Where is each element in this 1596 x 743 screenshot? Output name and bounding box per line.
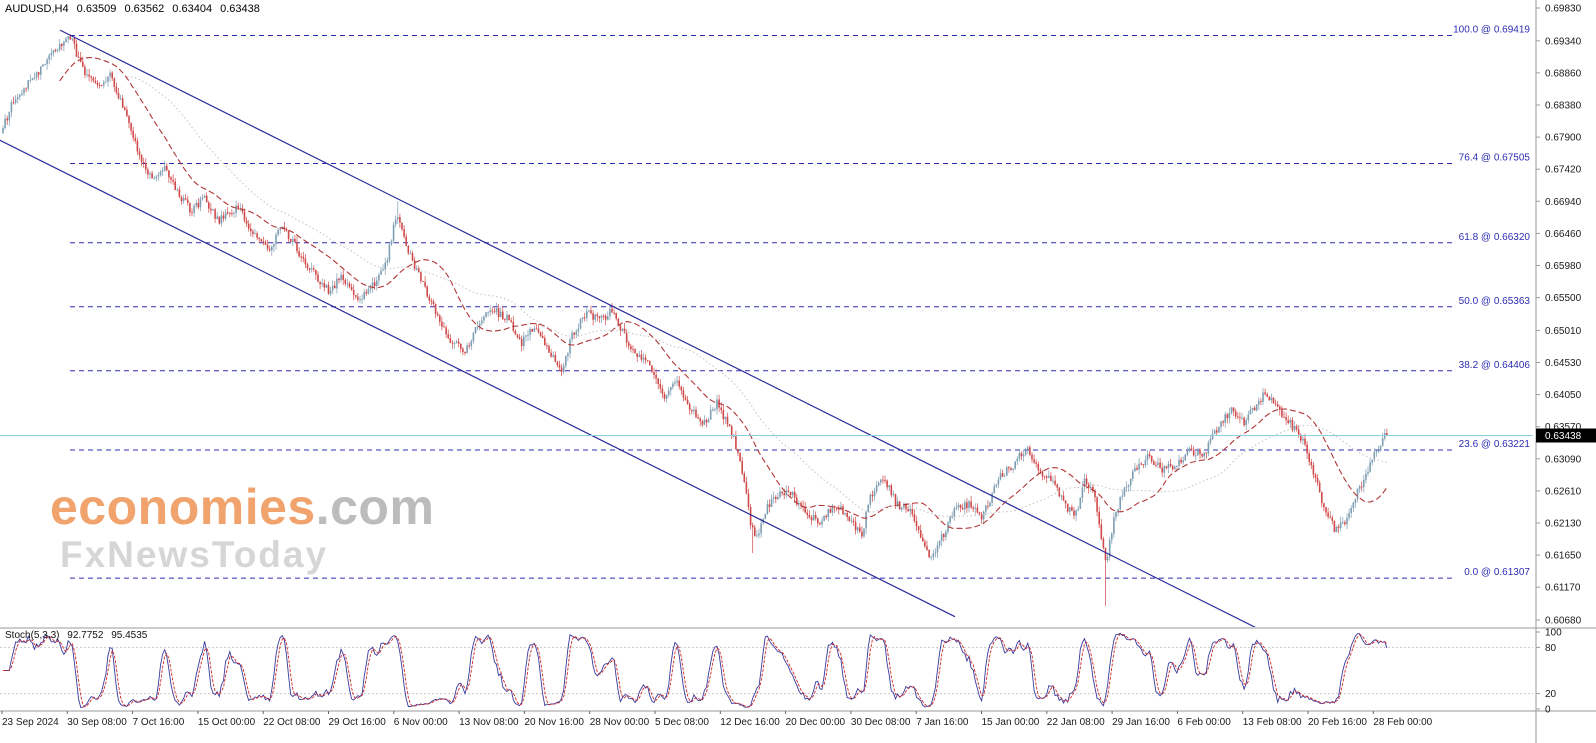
watermark-brand: economies [50,479,316,535]
fib-label: 76.4 @ 0.67505 [1459,153,1531,164]
svg-text:30 Dec 08:00: 30 Dec 08:00 [851,717,911,728]
symbol-period-label: AUDUSD,H4 [5,3,69,15]
svg-text:0.64530: 0.64530 [1545,358,1582,369]
svg-text:7 Oct 16:00: 7 Oct 16:00 [133,717,185,728]
svg-text:0.63570: 0.63570 [1545,422,1582,433]
low-value: 0.63404 [172,3,213,15]
main-plot[interactable] [0,29,1533,631]
stoch-plot[interactable] [0,632,1533,708]
svg-text:23 Sep 2024: 23 Sep 2024 [2,717,59,728]
svg-text:20 Nov 16:00: 20 Nov 16:00 [524,717,584,728]
close-value: 0.63438 [220,3,260,15]
svg-text:0.66940: 0.66940 [1545,197,1582,208]
svg-text:100: 100 [1545,628,1562,639]
svg-text:0: 0 [1545,705,1551,716]
svg-text:13 Feb 08:00: 13 Feb 08:00 [1243,717,1302,728]
candles [2,34,1388,606]
svg-text:5 Dec 08:00: 5 Dec 08:00 [655,717,709,728]
current-price-badge-text: 0.63438 [1545,431,1582,442]
fib-label: 50.0 @ 0.65363 [1459,296,1531,307]
channel-upper-line [59,29,1256,627]
svg-text:0.62610: 0.62610 [1545,486,1582,497]
svg-text:0.64050: 0.64050 [1545,390,1582,401]
svg-text:6 Feb 00:00: 6 Feb 00:00 [1177,717,1231,728]
svg-text:80: 80 [1545,643,1557,654]
svg-text:0.60680: 0.60680 [1545,616,1582,627]
svg-text:0.68860: 0.68860 [1545,68,1582,79]
ma-line [126,76,1388,517]
stoch-main-line [3,632,1388,708]
watermark-brand-line: economies.com [50,482,434,532]
svg-text:0.66460: 0.66460 [1545,229,1582,240]
svg-text:0.62130: 0.62130 [1545,519,1582,530]
ma-line [59,57,1388,530]
svg-text:0.69830: 0.69830 [1545,4,1582,15]
svg-text:0.61170: 0.61170 [1545,583,1581,594]
stoch-name: Stoch(5,3,3) [5,630,60,641]
current-price-badge [1536,428,1596,443]
svg-text:20 Feb 16:00: 20 Feb 16:00 [1308,717,1367,728]
watermark: economies.com FxNewsToday [50,482,434,573]
channel-lower-line [0,139,956,618]
svg-text:12 Dec 16:00: 12 Dec 16:00 [720,717,780,728]
svg-text:0.63090: 0.63090 [1545,454,1582,465]
fib-label: 23.6 @ 0.63221 [1459,439,1531,450]
svg-text:0.69340: 0.69340 [1545,36,1582,47]
watermark-subbrand: FxNewsToday [60,534,329,575]
stoch-axis: 100 80 20 0 [1536,628,1562,716]
fib-label: 61.8 @ 0.66320 [1459,232,1531,243]
svg-text:28 Nov 00:00: 28 Nov 00:00 [590,717,650,728]
svg-text:15 Oct 00:00: 15 Oct 00:00 [198,717,256,728]
svg-text:22 Jan 08:00: 22 Jan 08:00 [1047,717,1105,728]
stoch-signal-line [3,633,1388,708]
svg-text:13 Nov 08:00: 13 Nov 08:00 [459,717,519,728]
svg-text:29 Jan 16:00: 29 Jan 16:00 [1112,717,1170,728]
svg-text:15 Jan 00:00: 15 Jan 00:00 [982,717,1040,728]
svg-text:0.67900: 0.67900 [1545,133,1582,144]
watermark-brand-suffix: .com [315,479,435,535]
stoch-main-value: 92.7752 [67,630,104,641]
svg-text:0.65010: 0.65010 [1545,326,1582,337]
svg-text:0.61650: 0.61650 [1545,551,1582,562]
svg-text:0.65500: 0.65500 [1545,293,1582,304]
fib-label: 100.0 @ 0.69419 [1453,25,1530,36]
svg-text:0.65980: 0.65980 [1545,261,1582,272]
open-value: 0.63509 [76,3,117,15]
svg-text:6 Nov 00:00: 6 Nov 00:00 [394,717,448,728]
chart-title: AUDUSD,H4 0.63509 0.63562 0.63404 0.6343… [5,3,260,15]
stoch-signal-value: 95.4535 [111,630,148,641]
svg-text:20: 20 [1545,689,1557,700]
svg-text:0.67420: 0.67420 [1545,165,1582,176]
time-axis[interactable]: 23 Sep 2024 30 Sep 08:00 7 Oct 16:00 15 Oct… [1,711,1433,728]
svg-text:22 Oct 08:00: 22 Oct 08:00 [263,717,321,728]
svg-text:28 Feb 00:00: 28 Feb 00:00 [1373,717,1432,728]
svg-text:30 Sep 08:00: 30 Sep 08:00 [67,717,127,728]
svg-text:29 Oct 16:00: 29 Oct 16:00 [329,717,387,728]
svg-text:7 Jan 16:00: 7 Jan 16:00 [916,717,969,728]
svg-text:20 Dec 00:00: 20 Dec 00:00 [786,717,846,728]
price-axis[interactable]: 0.69830 0.69340 0.68860 0.68380 0.67900 0.674… [1536,4,1582,627]
svg-text:0.68380: 0.68380 [1545,101,1582,112]
fib-label: 0.0 @ 0.61307 [1464,567,1530,578]
high-value: 0.63562 [124,3,165,15]
stoch-indicator-label: Stoch(5,3,3) 92.7752 95.4535 [5,630,147,641]
fib-label: 38.2 @ 0.64406 [1459,360,1531,371]
